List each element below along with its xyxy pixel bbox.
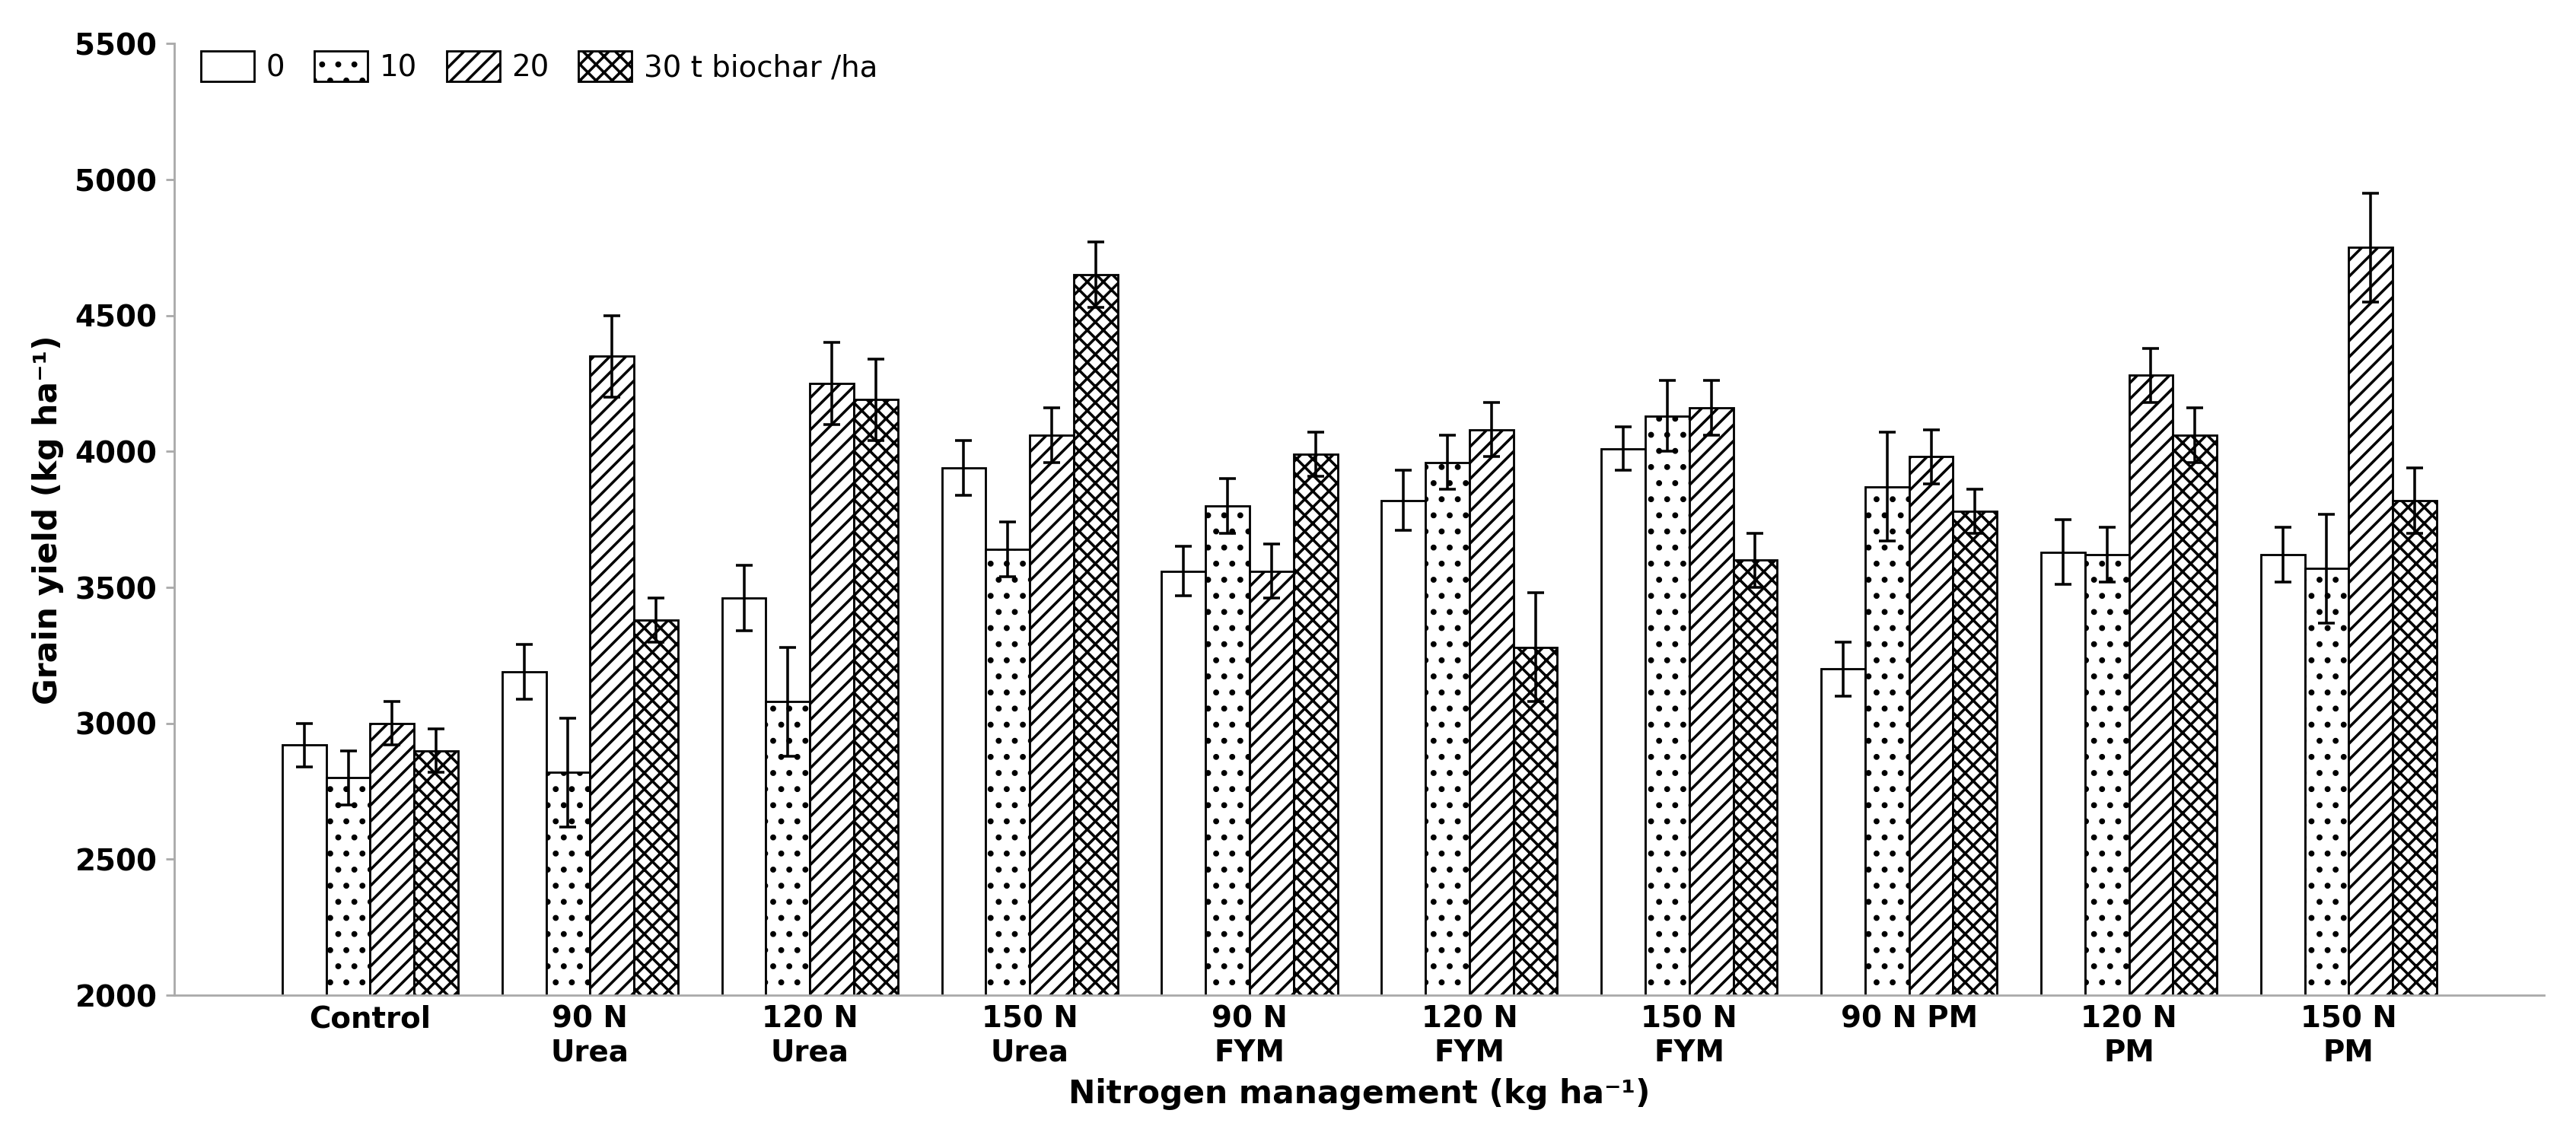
Bar [1821, 669, 1865, 1142]
Bar [634, 620, 677, 1142]
Bar [1425, 463, 1468, 1142]
Bar [2303, 569, 2349, 1142]
Bar [1381, 500, 1425, 1142]
Legend: 0, 10, 20, 30 t biochar /ha: 0, 10, 20, 30 t biochar /ha [188, 39, 889, 94]
Bar [1162, 571, 1206, 1142]
Bar [283, 746, 327, 1142]
Bar [1512, 648, 1556, 1142]
Bar [327, 778, 371, 1142]
Bar [1468, 429, 1512, 1142]
Bar [853, 400, 896, 1142]
Bar [1600, 449, 1646, 1142]
Bar [2128, 376, 2172, 1142]
Bar [1074, 275, 1118, 1142]
Bar [502, 671, 546, 1142]
Y-axis label: Grain yield (kg ha⁻¹): Grain yield (kg ha⁻¹) [33, 335, 64, 705]
Bar [1030, 435, 1074, 1142]
Bar [2259, 555, 2303, 1142]
Bar [371, 723, 415, 1142]
Bar [415, 750, 459, 1142]
Bar [721, 598, 765, 1142]
Bar [2393, 500, 2437, 1142]
Bar [1646, 416, 1690, 1142]
Bar [1953, 512, 1996, 1142]
Bar [2040, 552, 2084, 1142]
Bar [546, 772, 590, 1142]
Bar [1690, 408, 1734, 1142]
Bar [1293, 455, 1337, 1142]
Bar [765, 701, 809, 1142]
Bar [590, 356, 634, 1142]
Bar [2084, 555, 2128, 1142]
Bar [1206, 506, 1249, 1142]
Bar [1865, 486, 1909, 1142]
Bar [2172, 435, 2215, 1142]
Bar [809, 384, 853, 1142]
Bar [1909, 457, 1953, 1142]
Bar [1734, 561, 1777, 1142]
X-axis label: Nitrogen management (kg ha⁻¹): Nitrogen management (kg ha⁻¹) [1069, 1078, 1651, 1110]
Bar [943, 468, 987, 1142]
Bar [1249, 571, 1293, 1142]
Bar [987, 549, 1030, 1142]
Bar [2349, 248, 2393, 1142]
